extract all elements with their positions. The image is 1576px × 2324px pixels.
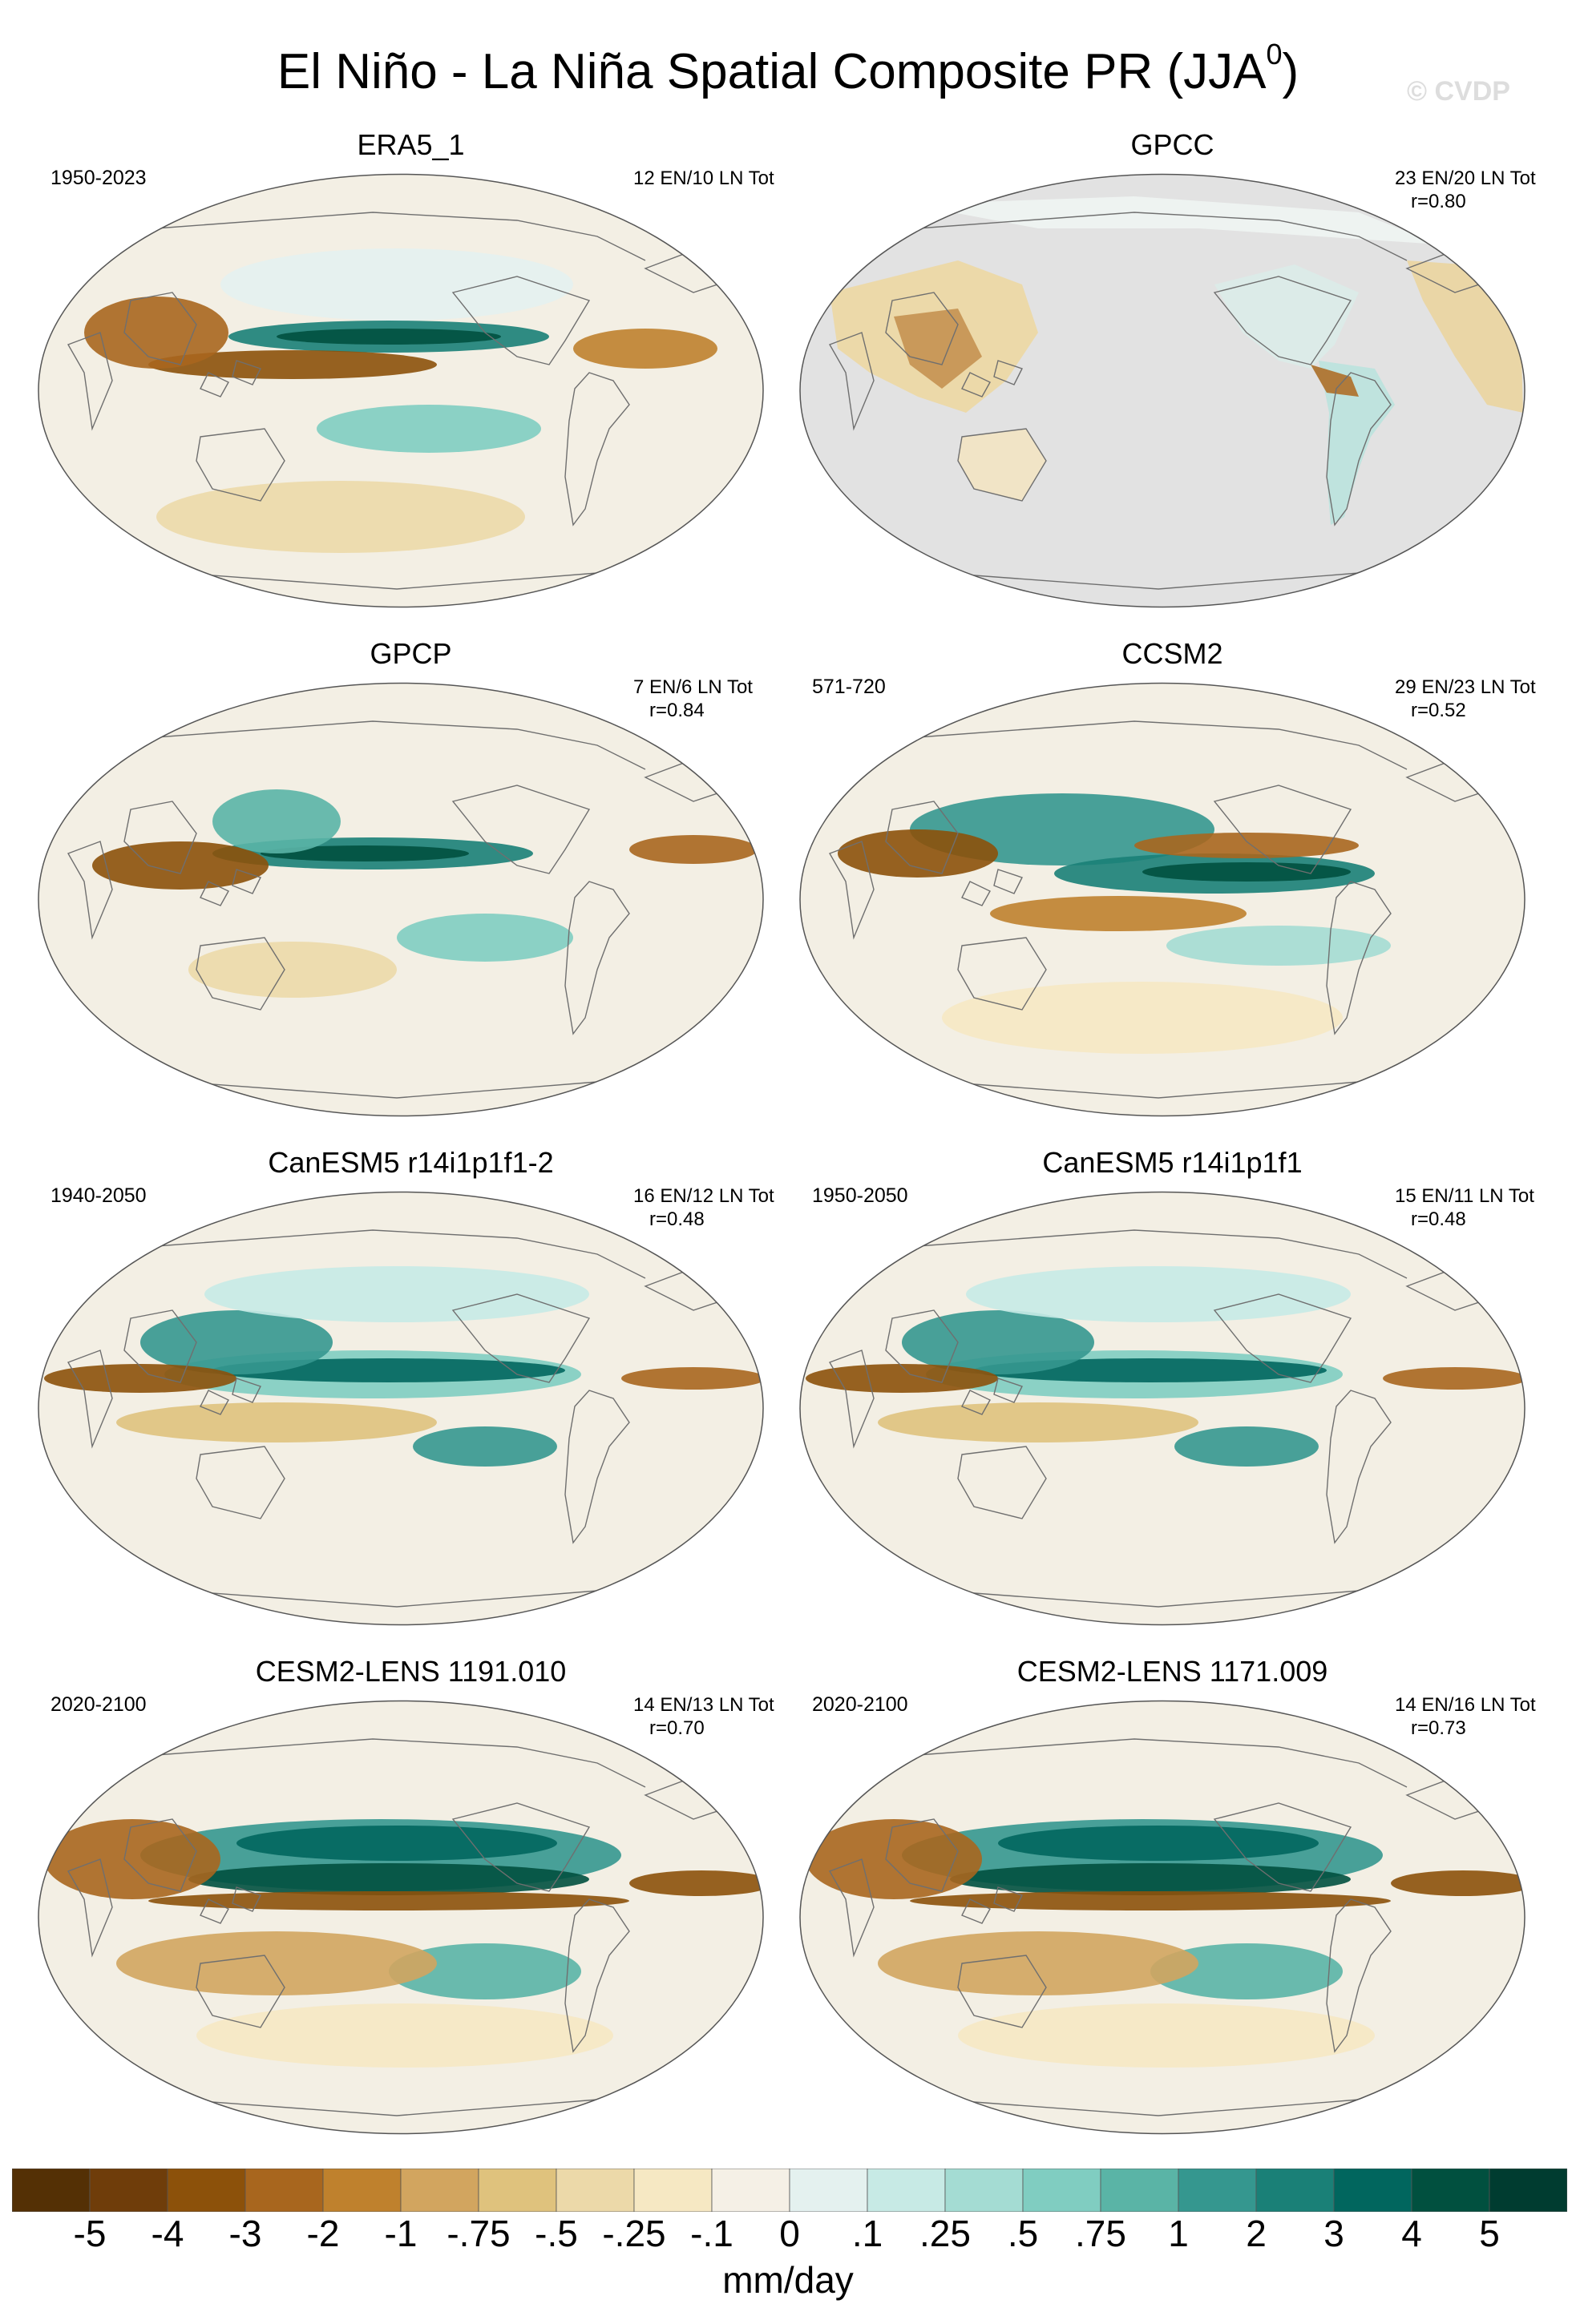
panel-title: ERA5_1 bbox=[357, 128, 465, 161]
map-panel: GPCP 7 EN/6 LN Tot r=0.84 bbox=[36, 637, 786, 1146]
colorbar-swatch bbox=[244, 2168, 324, 2213]
panel-counts: 16 EN/12 LN Tot r=0.48 bbox=[633, 1184, 802, 1231]
robinson-map bbox=[799, 1700, 1525, 2135]
robinson-map bbox=[799, 682, 1525, 1117]
colorbar-tick-label: 4 bbox=[1401, 2213, 1422, 2254]
panel-period: 1950-2050 bbox=[812, 1184, 908, 1207]
colorbar-swatch bbox=[167, 2168, 246, 2213]
robinson-map bbox=[799, 1191, 1525, 1626]
panel-counts: 23 EN/20 LN Tot r=0.80 bbox=[1395, 167, 1563, 213]
panel-period: 1940-2050 bbox=[51, 1184, 147, 1207]
colorbar-tick-label: -1 bbox=[384, 2213, 418, 2254]
panel-counts: 14 EN/16 LN Tot r=0.73 bbox=[1395, 1693, 1563, 1740]
pattern-correlation: r=0.48 bbox=[649, 1208, 705, 1230]
map-panel: GPCC 23 EN/20 LN Tot r=0.80 bbox=[798, 128, 1547, 637]
colorbar-tick-label: -.5 bbox=[535, 2213, 578, 2254]
colorbar-tick-label: .75 bbox=[1075, 2213, 1126, 2254]
panel-counts: 12 EN/10 LN Tot bbox=[633, 167, 802, 190]
panel-title: GPCP bbox=[370, 637, 452, 670]
colorbar-swatch bbox=[400, 2168, 479, 2213]
map-panel: CESM2-LENS 1171.009 2020-2100 14 EN/16 LN … bbox=[798, 1655, 1547, 2164]
colorbar-swatch bbox=[711, 2168, 790, 2213]
map-panel: ERA5_1 1950-2023 12 EN/10 LN Tot bbox=[36, 128, 786, 637]
colorbar-tick-label: -4 bbox=[151, 2213, 184, 2254]
colorbar-swatches bbox=[11, 2168, 1568, 2213]
colorbar-swatch bbox=[478, 2168, 557, 2213]
colorbar-tick-label: -2 bbox=[306, 2213, 340, 2254]
pattern-correlation: r=0.48 bbox=[1411, 1208, 1466, 1230]
event-counts: 14 EN/16 LN Tot bbox=[1395, 1694, 1536, 1716]
colorbar-swatch bbox=[633, 2168, 713, 2213]
event-counts: 15 EN/11 LN Tot bbox=[1395, 1185, 1534, 1207]
panel-title: CanESM5 r14i1p1f1-2 bbox=[268, 1146, 554, 1179]
colorbar-ticks: -5 -4 -3 -2 -1 -.75 -.5 -.25 -.1 0 .1 .25 .5 .75 1 2 3 4 5 bbox=[12, 2212, 1567, 2260]
figure-title: El Niño - La Niña Spatial Composite PR (… bbox=[277, 38, 1299, 99]
panel-counts: 14 EN/13 LN Tot r=0.70 bbox=[633, 1693, 802, 1740]
event-counts: 7 EN/6 LN Tot bbox=[633, 676, 753, 698]
colorbar-swatch bbox=[556, 2168, 635, 2213]
colorbar-swatch bbox=[1255, 2168, 1335, 2213]
colorbar-swatch bbox=[322, 2168, 402, 2213]
colorbar-swatch bbox=[89, 2168, 168, 2213]
cvdp-watermark: © CVDP bbox=[1407, 76, 1510, 107]
colorbar-swatch bbox=[1489, 2168, 1568, 2213]
colorbar-tick-label: -5 bbox=[73, 2213, 107, 2254]
panel-title: CESM2-LENS 1171.009 bbox=[1016, 1655, 1328, 1688]
map-panel: CCSM2 571-720 29 EN/23 LN Tot r=0.52 bbox=[798, 637, 1547, 1146]
panel-period: 2020-2100 bbox=[812, 1693, 908, 1716]
robinson-map bbox=[38, 1700, 764, 2135]
colorbar-swatch bbox=[1333, 2168, 1412, 2213]
pattern-correlation: r=0.80 bbox=[1411, 191, 1466, 212]
robinson-map bbox=[799, 173, 1525, 608]
colorbar-tick-label: 5 bbox=[1479, 2213, 1500, 2254]
colorbar-tick-label: .1 bbox=[851, 2213, 883, 2254]
event-counts: 23 EN/20 LN Tot bbox=[1395, 167, 1536, 189]
colorbar-tick-label: -.1 bbox=[690, 2213, 733, 2254]
map-panel: CanESM5 r14i1p1f1-2 1940-2050 16 EN/12 LN … bbox=[36, 1146, 786, 1655]
colorbar-tick-label: .5 bbox=[1007, 2213, 1039, 2254]
colorbar-tick-label: 0 bbox=[779, 2213, 800, 2254]
panel-title: CanESM5 r14i1p1f1 bbox=[1042, 1146, 1303, 1179]
map-panel: CanESM5 r14i1p1f1 1950-2050 15 EN/11 LN To… bbox=[798, 1146, 1547, 1655]
colorbar-tick-label: 3 bbox=[1323, 2213, 1344, 2254]
pattern-correlation: r=0.84 bbox=[649, 700, 705, 721]
colorbar-tick-label: -.25 bbox=[602, 2213, 666, 2254]
pattern-correlation: r=0.52 bbox=[1411, 700, 1466, 721]
colorbar-swatch bbox=[867, 2168, 946, 2213]
colorbar-swatch bbox=[1100, 2168, 1179, 2213]
panel-period: 1950-2023 bbox=[51, 167, 147, 189]
panel-title: CESM2-LENS 1191.010 bbox=[255, 1655, 567, 1688]
colorbar-tick-label: 2 bbox=[1246, 2213, 1267, 2254]
panel-counts: 29 EN/23 LN Tot r=0.52 bbox=[1395, 676, 1563, 722]
event-counts: 16 EN/12 LN Tot bbox=[633, 1185, 774, 1207]
colorbar-swatch bbox=[789, 2168, 868, 2213]
robinson-map bbox=[38, 173, 764, 608]
colorbar-swatch bbox=[1411, 2168, 1490, 2213]
colorbar-swatch bbox=[944, 2168, 1024, 2213]
colorbar-tick-label: -.75 bbox=[447, 2213, 511, 2254]
panel-period: 571-720 bbox=[812, 676, 886, 698]
panel-title: GPCC bbox=[1130, 128, 1214, 161]
panel-title: CCSM2 bbox=[1121, 637, 1223, 670]
event-counts: 12 EN/10 LN Tot bbox=[633, 167, 774, 189]
colorbar-swatch bbox=[1022, 2168, 1101, 2213]
robinson-map bbox=[38, 1191, 764, 1626]
event-counts: 29 EN/23 LN Tot bbox=[1395, 676, 1536, 698]
colorbar-tick-label: 1 bbox=[1168, 2213, 1189, 2254]
panel-period: 2020-2100 bbox=[51, 1693, 147, 1716]
colorbar-tick-label: -3 bbox=[228, 2213, 262, 2254]
robinson-map bbox=[38, 682, 764, 1117]
panel-counts: 7 EN/6 LN Tot r=0.84 bbox=[633, 676, 802, 722]
event-counts: 14 EN/13 LN Tot bbox=[633, 1694, 774, 1716]
colorbar-units: mm/day bbox=[722, 2259, 854, 2301]
colorbar-tick-label: .25 bbox=[919, 2213, 971, 2254]
map-panel: CESM2-LENS 1191.010 2020-2100 14 EN/13 LN … bbox=[36, 1655, 786, 2164]
panel-counts: 15 EN/11 LN Tot r=0.48 bbox=[1395, 1184, 1563, 1231]
pattern-correlation: r=0.70 bbox=[649, 1717, 705, 1739]
colorbar bbox=[11, 2168, 1568, 2216]
colorbar-swatch bbox=[1178, 2168, 1257, 2213]
colorbar-swatch bbox=[11, 2168, 91, 2213]
pattern-correlation: r=0.73 bbox=[1411, 1717, 1466, 1739]
